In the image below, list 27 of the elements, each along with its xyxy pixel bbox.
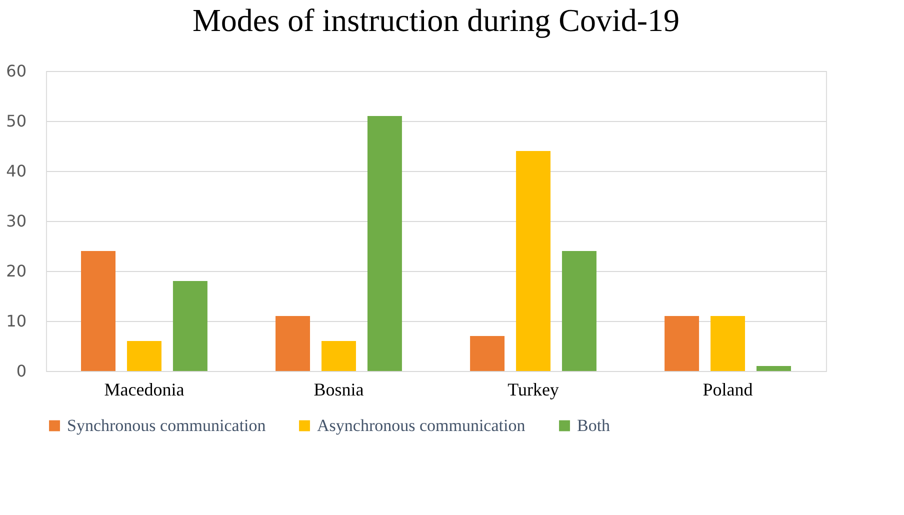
chart-title: Modes of instruction during Covid-19 [192,2,680,38]
x-tick-label: Macedonia [104,380,184,400]
bar [756,366,791,371]
x-tick-label: Bosnia [314,380,364,400]
y-tick-label: 40 [6,162,26,180]
bar [470,336,505,371]
y-tick-label: 30 [6,212,26,230]
legend-label: Asynchronous communication [317,416,526,435]
y-tick-label: 60 [6,62,26,80]
bar [710,316,746,371]
bar [126,341,162,371]
x-tick-label: Poland [702,380,753,400]
legend-label: Both [577,416,611,435]
y-tick-label: 10 [6,312,26,330]
bar [81,251,116,371]
x-tick-label: Turkey [508,380,559,400]
bar [562,251,596,371]
legend-label: Synchronous communication [67,416,266,435]
bar [664,316,700,371]
bar [172,281,208,371]
y-tick-label: 20 [6,262,26,280]
y-tick-label: 0 [16,362,26,380]
bar [276,316,310,371]
bar [367,116,402,371]
bar [322,341,356,371]
bar [516,151,550,371]
y-tick-label: 50 [6,112,26,130]
